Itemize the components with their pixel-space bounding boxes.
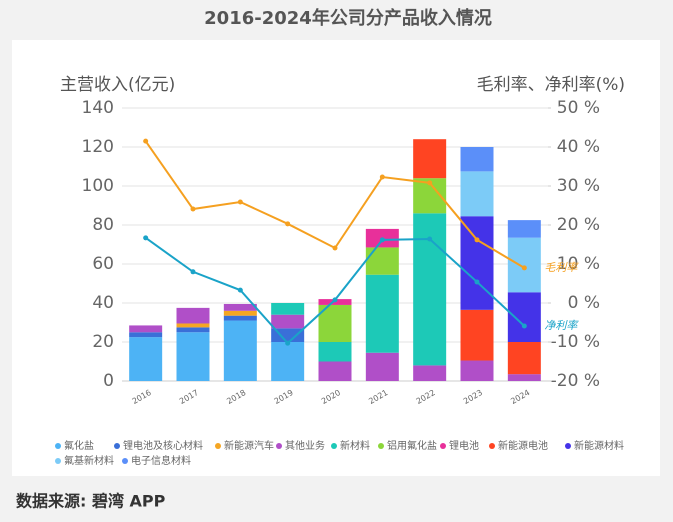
- line-point: [332, 297, 338, 303]
- y2-axis-title: 毛利率、净利率(%): [477, 75, 625, 95]
- line-point: [427, 236, 433, 242]
- y2-tick-label: 50 %: [557, 98, 600, 118]
- y-tick-label: 100: [82, 176, 114, 196]
- legend-label: 新材料: [340, 439, 370, 452]
- legend-marker: [114, 443, 120, 449]
- bar-segment: [460, 309, 494, 361]
- bar-segment: [460, 360, 494, 381]
- line-label: 毛利率: [544, 261, 579, 274]
- bar-segment: [413, 365, 447, 381]
- legend-marker: [331, 443, 337, 449]
- y-tick-label: 20: [92, 332, 114, 352]
- y2-tick-label: 30 %: [557, 176, 600, 196]
- legend-marker: [489, 443, 495, 449]
- y-axis-title: 主营收入(亿元): [60, 75, 175, 95]
- legend-label: 新能源汽车: [224, 439, 274, 452]
- bar-segment: [271, 328, 305, 342]
- legend-marker: [55, 458, 61, 464]
- legend-marker: [440, 443, 446, 449]
- bar-segment: [460, 171, 494, 217]
- bar-segment: [318, 361, 352, 381]
- legend-label: 新能源材料: [574, 439, 624, 452]
- bar-segment: [507, 374, 541, 381]
- legend-marker: [276, 443, 282, 449]
- line-point: [474, 237, 480, 243]
- line-point: [237, 287, 243, 293]
- legend-label: 电子信息材料: [131, 454, 191, 467]
- y2-tick-label: 10 %: [557, 254, 600, 274]
- source-note: 数据来源: 碧湾 APP: [16, 492, 166, 511]
- y-tick-label: 0: [103, 371, 114, 391]
- legend-label: 氟基新材料: [64, 454, 114, 467]
- legend-marker: [122, 458, 128, 464]
- bar-segment: [223, 310, 257, 316]
- bar-segment: [176, 332, 210, 381]
- chart-title: 2016-2024年公司分产品收入情况: [204, 7, 492, 29]
- bar-segment: [507, 292, 541, 342]
- y2-tick-label: -10 %: [551, 332, 600, 352]
- bar-segment: [507, 342, 541, 375]
- legend-label: 新能源电池: [498, 439, 548, 452]
- bar-segment: [271, 303, 305, 315]
- bar-segment: [507, 220, 541, 238]
- bar-segment: [460, 216, 494, 310]
- legend-marker: [215, 443, 221, 449]
- y-tick-label: 140: [82, 98, 114, 118]
- legend-label: 氟化盐: [64, 439, 94, 452]
- line-point: [190, 269, 196, 275]
- line-point: [285, 340, 291, 346]
- bar-segment: [507, 237, 541, 293]
- bar-segment: [176, 307, 210, 324]
- y2-tick-label: -20 %: [551, 371, 600, 391]
- bar-segment: [365, 274, 399, 353]
- line-point: [143, 138, 149, 144]
- line-point: [237, 199, 243, 205]
- y-tick-label: 40: [92, 293, 114, 313]
- legend-marker: [378, 443, 384, 449]
- bar-segment: [365, 352, 399, 381]
- line-point: [521, 265, 527, 271]
- bar-segment: [271, 314, 305, 329]
- bar-segment: [365, 247, 399, 275]
- line-point: [379, 174, 385, 180]
- legend-label: 锂电池: [449, 439, 479, 452]
- line-point: [379, 237, 385, 243]
- legend-label: 铝用氟化盐: [387, 439, 437, 452]
- line-point: [521, 323, 527, 329]
- bar-segment: [413, 213, 447, 366]
- y2-tick-label: 40 %: [557, 137, 600, 157]
- bar-segment: [413, 139, 447, 179]
- bar-segment: [318, 342, 352, 362]
- legend-label: 其他业务: [285, 439, 325, 452]
- bar-segment: [271, 342, 305, 381]
- bar-segment: [460, 147, 494, 172]
- bar-segment: [129, 337, 163, 381]
- line-point: [474, 279, 480, 285]
- y-tick-label: 80: [92, 215, 114, 235]
- bar-segment: [129, 325, 163, 333]
- y-tick-label: 120: [82, 137, 114, 157]
- line-point: [143, 235, 149, 241]
- line-label: 净利率: [544, 319, 579, 332]
- y-tick-label: 60: [92, 254, 114, 274]
- y2-tick-label: 20 %: [557, 215, 600, 235]
- line-point: [427, 180, 433, 186]
- line-point: [332, 245, 338, 251]
- bar-segment: [223, 315, 257, 321]
- bar-segment: [223, 320, 257, 381]
- plot-panel: [12, 40, 660, 476]
- bar-segment: [223, 303, 257, 311]
- bar-segment: [129, 332, 163, 338]
- legend-label: 锂电池及核心材料: [123, 439, 203, 452]
- bar-segment: [176, 327, 210, 333]
- legend-marker: [55, 443, 61, 449]
- legend-marker: [565, 443, 571, 449]
- y2-tick-label: 0 %: [568, 293, 600, 313]
- line-point: [285, 221, 291, 227]
- line-point: [190, 206, 196, 212]
- bar-segment: [176, 323, 210, 328]
